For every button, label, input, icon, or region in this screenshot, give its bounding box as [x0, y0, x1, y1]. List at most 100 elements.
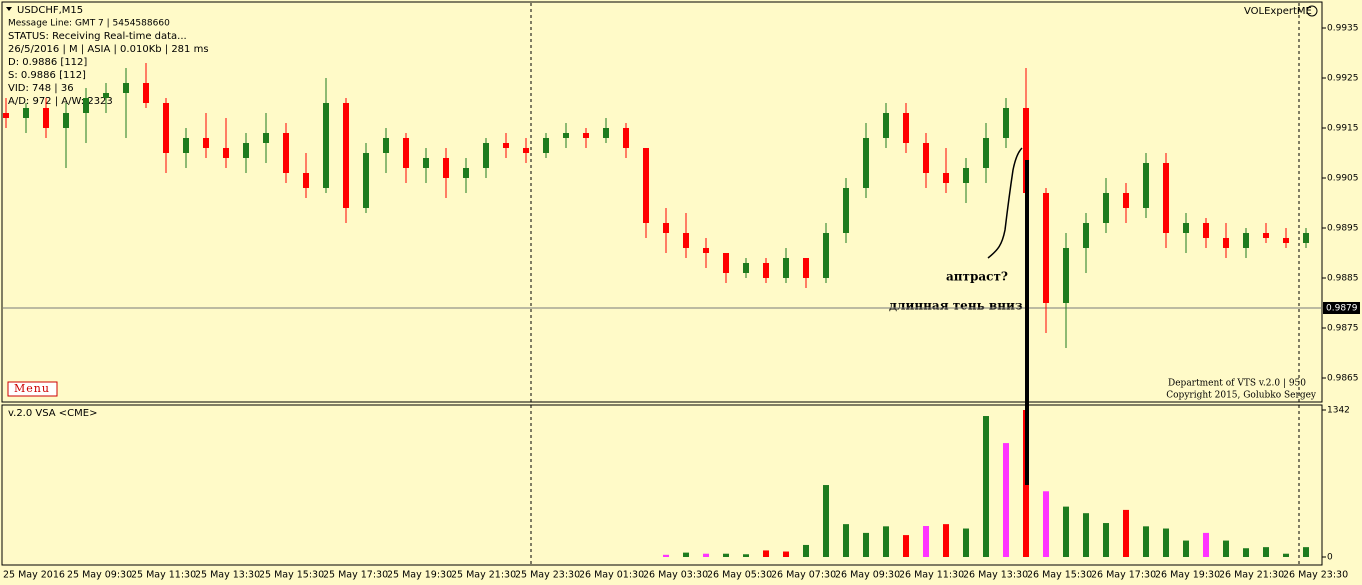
volume-bar — [1043, 491, 1049, 557]
x-tick-label: 26 May 05:30 — [707, 570, 772, 581]
x-tick-label: 25 May 17:30 — [323, 570, 388, 581]
candle-body — [1023, 108, 1029, 193]
volume-bar — [783, 551, 789, 557]
volume-bar — [763, 550, 769, 557]
candle-body — [1163, 163, 1169, 233]
volume-bar — [1243, 548, 1249, 557]
volume-bar — [1303, 547, 1309, 557]
annotation: длинная тень вниз — [889, 299, 1023, 313]
candle-body — [463, 168, 469, 178]
y-tick-label: 0.9875 — [1327, 324, 1359, 334]
y-tick-label: 0.9895 — [1327, 224, 1359, 234]
candle-body — [483, 143, 489, 168]
collapse-icon[interactable] — [6, 7, 12, 11]
volume-bar — [1283, 553, 1289, 557]
candle-body — [503, 143, 509, 148]
candle-body — [863, 138, 869, 188]
candle-body — [1003, 108, 1009, 138]
info-line: Message Line: GMT 7 | 5454588660 — [8, 19, 170, 29]
candle-body — [823, 233, 829, 278]
menu-label[interactable]: Menu — [14, 382, 50, 395]
info-line: A/D: 972 | A/W: 2323 — [8, 96, 113, 107]
candle-body — [1063, 248, 1069, 303]
candle-body — [23, 108, 29, 118]
candle-body — [743, 263, 749, 273]
candle-body — [203, 138, 209, 148]
price-label: 0.9879 — [1326, 304, 1358, 314]
candle-body — [103, 93, 109, 98]
price-label-box — [1323, 302, 1360, 314]
candle-body — [963, 168, 969, 183]
volume-bar — [983, 416, 989, 557]
y-tick-label: 0.9915 — [1327, 124, 1359, 134]
candle-body — [623, 128, 629, 148]
y-tick-label: 0.9905 — [1327, 174, 1359, 184]
x-tick-label: 25 May 19:30 — [387, 570, 452, 581]
x-tick-label: 25 May 11:30 — [131, 570, 196, 581]
x-tick-label: 26 May 15:30 — [1027, 570, 1092, 581]
volume-bar — [1163, 528, 1169, 557]
candle-body — [303, 173, 309, 188]
candle-body — [83, 98, 89, 113]
candle-body — [663, 223, 669, 233]
x-tick-label: 25 May 15:30 — [259, 570, 324, 581]
candle-body — [983, 138, 989, 168]
credit: Department of VTS v.2.0 | 950 — [1168, 379, 1306, 389]
volume-bar — [1083, 513, 1089, 557]
candle-body — [1143, 163, 1149, 208]
volume-bar — [903, 535, 909, 557]
candle-body — [583, 133, 589, 138]
candle-body — [563, 133, 569, 138]
volume-bar — [883, 526, 889, 557]
candle-body — [523, 148, 529, 153]
candle-body — [383, 138, 389, 153]
credit: Copyright 2015, Golubko Sergey — [1166, 391, 1317, 401]
volume-bar — [1003, 443, 1009, 557]
candle-body — [223, 148, 229, 158]
volume-bar — [923, 526, 929, 557]
candle-body — [423, 158, 429, 168]
expert-name: VOLExpertME — [1244, 6, 1312, 17]
candle-body — [723, 253, 729, 273]
candle-body — [883, 113, 889, 138]
candle-body — [543, 138, 549, 153]
candle-body — [343, 103, 349, 208]
x-tick-label: 26 May 13:30 — [963, 570, 1028, 581]
candle-body — [3, 113, 9, 118]
x-tick-label: 25 May 21:30 — [451, 570, 516, 581]
candle-body — [123, 83, 129, 93]
candle-body — [803, 258, 809, 278]
y-tick-label: 0.9865 — [1327, 374, 1359, 384]
info-line: S: 0.9886 [112] — [8, 70, 86, 81]
volume-pane — [1, 404, 1323, 566]
candle-body — [183, 138, 189, 153]
volume-bar — [683, 552, 689, 557]
candle-body — [1083, 223, 1089, 248]
x-tick-label: 25 May 2016 — [3, 570, 65, 581]
expert-icon[interactable] — [1306, 5, 1318, 17]
x-tick-label: 26 May 23:30 — [1283, 570, 1348, 581]
candle-body — [1183, 223, 1189, 233]
candle-body — [143, 83, 149, 103]
candle-body — [1123, 193, 1129, 208]
volume-bar — [963, 528, 969, 557]
info-line: STATUS: Receiving Real-time data... — [8, 31, 187, 42]
y-tick-label: 0.9935 — [1327, 24, 1359, 34]
candle-body — [1283, 238, 1289, 243]
candle-body — [903, 113, 909, 143]
volume-bar — [1063, 506, 1069, 557]
menu-button[interactable] — [7, 381, 58, 397]
candle-body — [1243, 233, 1249, 248]
candle-body — [443, 158, 449, 178]
volume-bar — [723, 553, 729, 557]
main-pane — [1, 1, 1323, 403]
volume-bar — [1263, 547, 1269, 557]
volume-bar — [1123, 509, 1129, 557]
x-tick-label: 26 May 03:30 — [643, 570, 708, 581]
candle-body — [683, 233, 689, 248]
candle-body — [263, 133, 269, 143]
candle-body — [783, 258, 789, 278]
volume-bar — [1103, 523, 1109, 557]
candle-body — [1223, 238, 1229, 248]
